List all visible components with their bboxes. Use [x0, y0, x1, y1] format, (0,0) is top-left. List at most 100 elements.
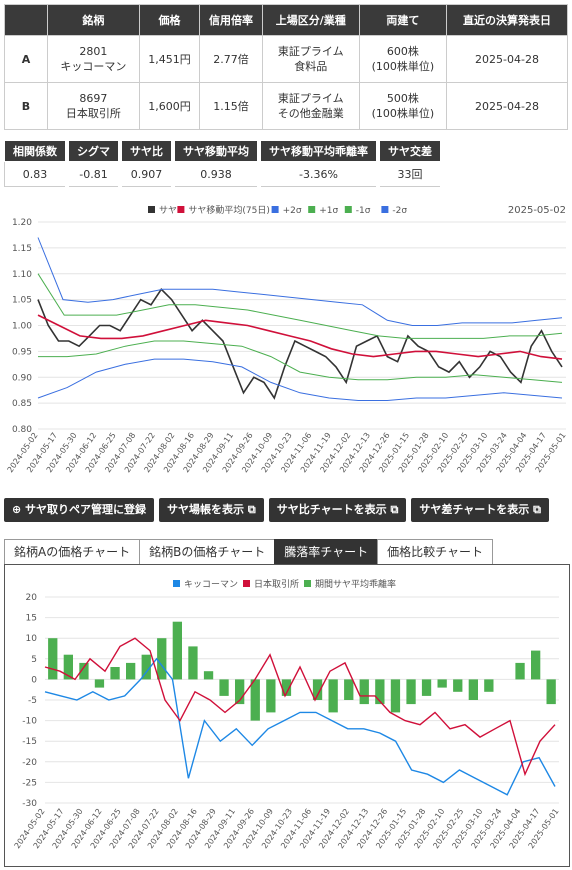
legend-swatch [381, 206, 389, 213]
series-line [37, 358, 563, 401]
bar [390, 679, 401, 713]
stat-label: シグマ [66, 140, 122, 162]
hedge-cell: 600株 (100株単位) [358, 35, 448, 83]
y-tick-label: 20 [26, 593, 38, 603]
bar [328, 679, 338, 713]
pair-info-table: 銘柄 価格 信用倍率 上場区分/業種 両建て 直近の決算発表日 A 2801 キッ… [4, 4, 568, 130]
y-tick-label: 0.90 [12, 373, 32, 383]
row-label: B [4, 82, 48, 130]
hedge-cell: 500株 (100株単位) [358, 82, 448, 130]
y-tick-label: 1.00 [12, 322, 32, 332]
button-label: サヤ差チャートを表示 [419, 503, 530, 516]
y-tick-label: 1.10 [12, 270, 32, 280]
margin-cell: 2.77倍 [199, 35, 263, 83]
button-label: サヤ比チャートを表示 [276, 503, 387, 516]
show-diff-chart-button[interactable]: サヤ差チャートを表示 ⧉ [411, 498, 549, 522]
bar [141, 654, 151, 680]
bar [437, 679, 447, 688]
legend-swatch [271, 206, 279, 213]
tab-price-compare[interactable]: 価格比較チャート [377, 539, 493, 565]
legend-swatch [308, 206, 316, 213]
bar [79, 662, 89, 680]
tab-price-a[interactable]: 銘柄Aの価格チャート [4, 539, 141, 565]
bar [188, 646, 198, 680]
spread-chart: 1.201.151.101.051.000.950.900.850.802024… [6, 204, 568, 474]
bar [219, 679, 229, 696]
stock-name: キッコーマン [60, 60, 127, 73]
margin-cell: 1.15倍 [199, 82, 263, 130]
chart-panel: 20 15 10 5 0 -5 -10 -15 -20 -25 -30 2024-05-02 2024-… [4, 564, 570, 867]
stat-label: サヤ比 [119, 140, 175, 162]
stock-name: 日本取引所 [65, 107, 121, 120]
stats-table: 相関係数 シグマ サヤ比 サヤ移動平均 サヤ移動平均乖離率 サヤ交差 0.83 … [4, 140, 444, 187]
price-cell: 1,600円 [138, 82, 201, 130]
hedge-text: 600株 [386, 45, 419, 58]
legend-label: サヤ移動平均(75日) [188, 204, 269, 216]
legend-label: -1σ [356, 206, 371, 216]
tab-change-rate[interactable]: 騰落率チャート [274, 539, 379, 565]
stock-cell[interactable]: 2801 キッコーマン [47, 35, 140, 83]
unit-text: (100株単位) [371, 60, 435, 73]
bar [546, 679, 556, 705]
stock-cell[interactable]: 8697 日本取引所 [47, 82, 140, 130]
bar [266, 679, 276, 713]
button-label: サヤ場帳を表示 [167, 503, 245, 516]
stat-label: サヤ移動平均乖離率 [258, 140, 380, 162]
series-line [38, 340, 563, 383]
bar [235, 679, 245, 705]
change-rate-chart: 20151050-5-10-15-20-25-302024-05-022024-… [13, 578, 561, 850]
bar [406, 679, 416, 705]
legend-swatch [148, 206, 155, 213]
legend-swatch [173, 580, 180, 587]
bar [63, 654, 73, 680]
show-ratio-chart-button[interactable]: サヤ比チャートを表示 ⧉ [268, 498, 407, 522]
bar [250, 679, 260, 721]
y-tick-label: 0.85 [12, 399, 32, 409]
bar [344, 679, 354, 700]
stat-value: 33回 [377, 161, 444, 187]
bar [312, 679, 323, 700]
action-buttons: ⊕ サヤ取りペア管理に登録 サヤ場帳を表示 ⧉ サヤ比チャートを表示 ⧉ サヤ差… [4, 498, 549, 522]
header-stock: 銘柄 [47, 4, 140, 36]
y-tick-label: 15 [26, 614, 37, 624]
stat-label: サヤ交差 [377, 140, 444, 162]
market-text: 東証プライム [277, 92, 344, 105]
stat-value: 0.938 [172, 161, 261, 187]
bar [172, 621, 182, 680]
row-label: A [4, 35, 48, 83]
stat-value: 0.907 [119, 161, 175, 187]
bar [468, 679, 478, 700]
table-row: A 2801 キッコーマン 1,451円 2.77倍 東証プライム 食料品 600株… [4, 35, 568, 83]
date-cell: 2025-04-28 [446, 35, 568, 83]
legend-label: サヤ [159, 205, 177, 216]
legend-swatch [344, 206, 352, 213]
tab-price-b[interactable]: 銘柄Bの価格チャート [139, 539, 276, 565]
stat-label: 相関係数 [4, 140, 69, 162]
y-tick-label: 10 [26, 634, 38, 644]
series-line [37, 273, 563, 339]
button-label: サヤ取りペア管理に登録 [25, 503, 147, 516]
external-link-icon: ⧉ [390, 503, 399, 516]
bar [515, 662, 525, 680]
legend-swatch [304, 580, 311, 587]
y-tick-label: 0 [31, 675, 37, 685]
header-margin: 信用倍率 [199, 4, 263, 36]
register-pair-button[interactable]: ⊕ サヤ取りペア管理に登録 [4, 498, 155, 522]
legend-label: キッコーマン [184, 580, 238, 590]
stat-value: -3.36% [258, 161, 380, 187]
market-text: 東証プライム [277, 45, 344, 58]
bar [94, 679, 105, 688]
stat-label: サヤ移動平均 [172, 140, 261, 162]
sector-text: 食料品 [294, 60, 328, 73]
external-link-icon: ⧉ [533, 503, 541, 516]
legend-label: +1σ [319, 206, 338, 216]
series-line [37, 237, 563, 326]
bar [359, 679, 369, 705]
legend-label: +2σ [283, 206, 302, 216]
y-tick-label: -20 [22, 758, 37, 768]
price-cell: 1,451円 [138, 35, 201, 83]
legend-label: 期間サヤ平均乖離率 [315, 578, 396, 590]
stock-code: 2801 [79, 45, 108, 58]
show-ledger-button[interactable]: サヤ場帳を表示 ⧉ [159, 498, 264, 522]
bar [48, 638, 58, 680]
